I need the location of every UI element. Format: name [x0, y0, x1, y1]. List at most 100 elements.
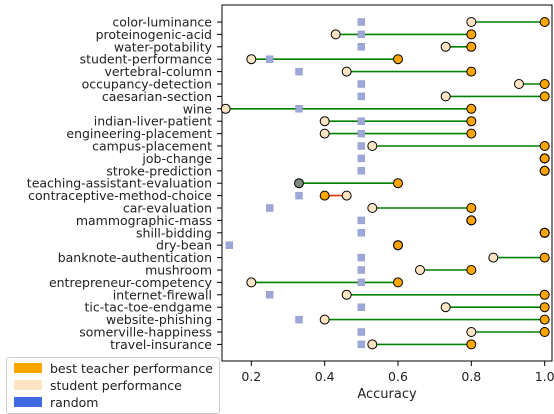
random-marker-somerville-happiness [357, 328, 366, 336]
y-tick-label-student-performance: student-performance [80, 52, 213, 67]
student-marker-campus-placement [367, 141, 378, 151]
random-marker-mushroom [357, 266, 366, 274]
y-tick-label-stroke-prediction: stroke-prediction [106, 163, 212, 178]
student-marker-tic-tac-toe-endgame [440, 302, 451, 313]
random-marker-entrepreneur-competency [357, 278, 366, 287]
student-marker-entrepreneur-competency [246, 277, 257, 288]
y-tick-label-website-phishing: website-phishing [106, 312, 212, 327]
legend-label-teacher: best teacher performance [50, 360, 213, 376]
random-marker-dry-bean [225, 241, 234, 249]
teacher-marker-internet-firewall [539, 289, 550, 300]
teacher-marker-campus-placement [539, 141, 550, 151]
x-tick-label-3: 0.8 [461, 369, 481, 384]
random-marker-occupancy-detection [357, 80, 366, 88]
y-tick-label-contraceptive-method-choice: contraceptive-method-choice [28, 188, 212, 203]
student-marker-somerville-happiness [466, 327, 477, 337]
student-marker-water-potability [440, 41, 451, 52]
teacher-marker-entrepreneur-competency [393, 277, 403, 288]
teacher-marker-mushroom [466, 265, 477, 275]
teacher-marker-student-performance [393, 54, 403, 65]
random-marker-internet-firewall [265, 291, 274, 299]
legend-item-teacher: best teacher performance [14, 360, 213, 376]
student-marker-stroke-prediction [539, 165, 550, 176]
random-marker-proteinogenic-acid [357, 30, 366, 39]
y-tick-label-car-evaluation: car-evaluation [123, 201, 212, 216]
random-marker-website-phishing [295, 315, 303, 324]
random-marker-vertebral-column [295, 67, 303, 76]
legend-swatch-student [14, 380, 42, 390]
x-tick-label-4: 1.0 [535, 369, 554, 384]
y-tick-label-mammographic-mass: mammographic-mass [76, 213, 212, 228]
teacher-marker-color-luminance [539, 17, 550, 27]
student-marker-job-change [539, 153, 550, 164]
student-marker-engineering-placement [319, 128, 330, 139]
y-tick-label-campus-placement: campus-placement [92, 139, 212, 154]
teacher-marker-tic-tac-toe-endgame [539, 302, 550, 313]
legend-label-student: student performance [50, 377, 182, 393]
teacher-marker-caesarian-section [539, 91, 550, 102]
x-tick-label-1: 0.4 [315, 369, 335, 384]
random-marker-caesarian-section [357, 92, 366, 101]
random-marker-water-potability [357, 43, 366, 51]
y-tick-label-shill-bidding: shill-bidding [136, 225, 212, 240]
legend-swatch-random [14, 397, 42, 407]
random-marker-shill-bidding [357, 229, 366, 237]
y-tick-label-engineering-placement: engineering-placement [66, 126, 212, 141]
student-marker-occupancy-detection [514, 79, 524, 89]
teacher-marker-engineering-placement [466, 128, 477, 139]
random-marker-engineering-placement [357, 129, 366, 138]
teacher-marker-somerville-happiness [539, 327, 550, 337]
y-tick-label-banknote-authentication: banknote-authentication [58, 250, 212, 265]
x-axis-label: Accuracy [357, 387, 417, 402]
y-tick-label-occupancy-detection: occupancy-detection [82, 77, 212, 92]
legend-item-student: student performance [14, 377, 182, 393]
y-tick-label-dry-bean: dry-bean [156, 238, 212, 253]
student-marker-website-phishing [319, 314, 330, 325]
teacher-marker-banknote-authentication [539, 252, 550, 263]
y-tick-label-job-change: job-change [141, 151, 212, 166]
student-marker-wine [220, 103, 231, 114]
y-tick-label-internet-firewall: internet-firewall [113, 287, 212, 302]
teacher-marker-occupancy-detection [539, 79, 550, 89]
y-tick-label-mushroom: mushroom [145, 263, 212, 278]
student-marker-shill-bidding [539, 227, 550, 238]
y-tick-label-wine: wine [183, 101, 213, 116]
random-marker-color-luminance [357, 18, 366, 26]
student-marker-teaching-assistant-evaluation [294, 178, 304, 189]
random-marker-wine [295, 105, 303, 113]
chart-legend: best teacher performance student perform… [6, 357, 220, 414]
teacher-marker-website-phishing [539, 314, 550, 325]
random-marker-campus-placement [357, 142, 366, 150]
teacher-marker-indian-liver-patient [466, 116, 477, 127]
random-marker-indian-liver-patient [357, 117, 366, 125]
random-marker-mammographic-mass [357, 216, 366, 225]
teacher-marker-vertebral-column [466, 66, 477, 77]
x-tick-label-0: 0.2 [241, 369, 261, 384]
random-marker-travel-insurance [357, 340, 366, 349]
student-marker-travel-insurance [367, 339, 378, 350]
random-marker-job-change [357, 154, 366, 163]
student-marker-proteinogenic-acid [330, 29, 341, 40]
student-marker-dry-bean [393, 240, 403, 251]
teacher-marker-contraceptive-method-choice [319, 190, 330, 201]
teacher-marker-water-potability [466, 41, 477, 52]
x-tick-label-2: 0.6 [388, 369, 408, 384]
y-tick-label-indian-liver-patient: indian-liver-patient [94, 114, 212, 129]
random-marker-car-evaluation [265, 204, 274, 212]
random-marker-student-performance [265, 55, 274, 63]
random-marker-contraceptive-method-choice [295, 191, 303, 200]
student-marker-internet-firewall [341, 289, 352, 300]
y-tick-label-travel-insurance: travel-insurance [110, 337, 212, 352]
y-tick-label-entrepreneur-competency: entrepreneur-competency [49, 275, 213, 290]
teacher-marker-proteinogenic-acid [466, 29, 477, 40]
student-marker-color-luminance [466, 17, 477, 27]
teacher-marker-teaching-assistant-evaluation [393, 178, 403, 189]
teacher-marker-travel-insurance [466, 339, 477, 350]
y-tick-label-color-luminance: color-luminance [112, 15, 212, 30]
y-tick-label-proteinogenic-acid: proteinogenic-acid [96, 27, 212, 42]
student-marker-mammographic-mass [466, 215, 477, 226]
student-marker-indian-liver-patient [319, 116, 330, 127]
teacher-marker-wine [466, 103, 477, 114]
y-tick-label-caesarian-section: caesarian-section [102, 89, 212, 104]
